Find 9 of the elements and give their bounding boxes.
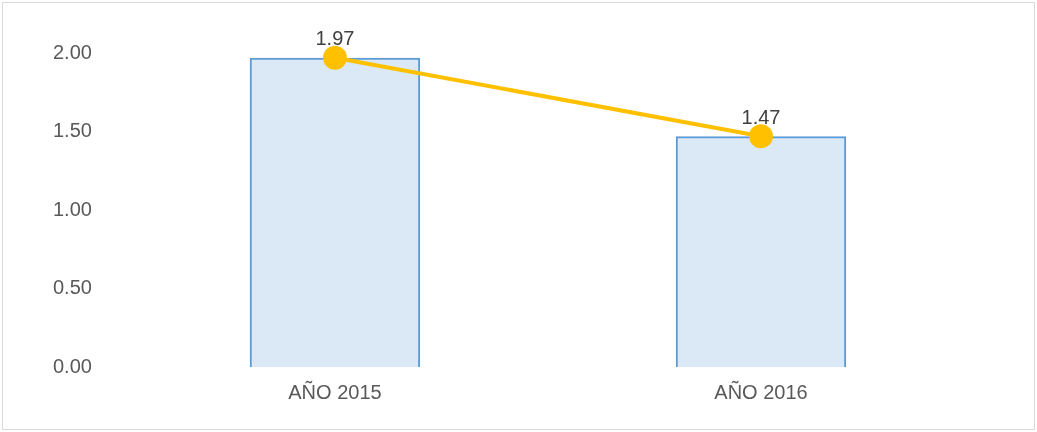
y-tick-label: 0.00 bbox=[52, 354, 92, 377]
y-tick-label: 2.00 bbox=[52, 40, 92, 63]
data-label: 1.47 bbox=[741, 105, 781, 128]
y-tick-label: 0.50 bbox=[52, 276, 92, 299]
y-tick-label: 1.00 bbox=[52, 197, 92, 220]
data-label: 1.97 bbox=[315, 27, 355, 50]
x-tick-label: AÑO 2015 bbox=[288, 379, 382, 403]
y-tick-label: 1.50 bbox=[52, 119, 92, 142]
x-tick-label: AÑO 2016 bbox=[714, 379, 808, 403]
